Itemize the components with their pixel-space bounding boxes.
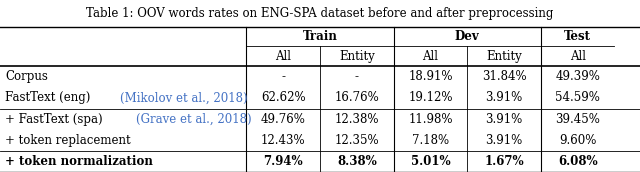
Text: + FastText (spa): + FastText (spa) [5,113,106,126]
Text: 12.43%: 12.43% [261,134,305,147]
Text: 39.45%: 39.45% [555,113,600,126]
Text: 49.76%: 49.76% [260,113,306,126]
Text: + token replacement: + token replacement [5,134,131,147]
Text: 1.67%: 1.67% [484,155,524,168]
Text: 31.84%: 31.84% [482,70,526,83]
Text: (Grave et al., 2018): (Grave et al., 2018) [136,113,252,126]
Text: 12.35%: 12.35% [335,134,379,147]
Text: 16.76%: 16.76% [335,92,379,104]
Text: Train: Train [303,30,337,43]
Text: All: All [422,50,438,63]
Text: 11.98%: 11.98% [408,113,452,126]
Text: Entity: Entity [486,50,522,63]
Text: Table 1: OOV words rates on ENG-SPA dataset before and after preprocessing: Table 1: OOV words rates on ENG-SPA data… [86,7,554,20]
Text: 3.91%: 3.91% [485,113,523,126]
Text: 19.12%: 19.12% [408,92,452,104]
Text: 3.91%: 3.91% [485,92,523,104]
Text: Entity: Entity [339,50,374,63]
Text: -: - [355,70,359,83]
Text: + token normalization: + token normalization [5,155,153,168]
Text: 6.08%: 6.08% [558,155,597,168]
Text: 8.38%: 8.38% [337,155,377,168]
Text: Dev: Dev [455,30,479,43]
Text: (Mikolov et al., 2018): (Mikolov et al., 2018) [120,92,248,104]
Text: Test: Test [564,30,591,43]
Text: All: All [570,50,586,63]
Text: 7.94%: 7.94% [264,155,303,168]
Text: Corpus: Corpus [5,70,48,83]
Text: 54.59%: 54.59% [555,92,600,104]
Text: FastText (eng): FastText (eng) [5,92,94,104]
Text: 18.91%: 18.91% [408,70,452,83]
Text: 9.60%: 9.60% [559,134,596,147]
Text: 7.18%: 7.18% [412,134,449,147]
Text: 62.62%: 62.62% [261,92,305,104]
Text: 5.01%: 5.01% [411,155,450,168]
Text: -: - [281,70,285,83]
Text: 49.39%: 49.39% [555,70,600,83]
Text: 3.91%: 3.91% [485,134,523,147]
Text: 12.38%: 12.38% [335,113,379,126]
Text: All: All [275,50,291,63]
